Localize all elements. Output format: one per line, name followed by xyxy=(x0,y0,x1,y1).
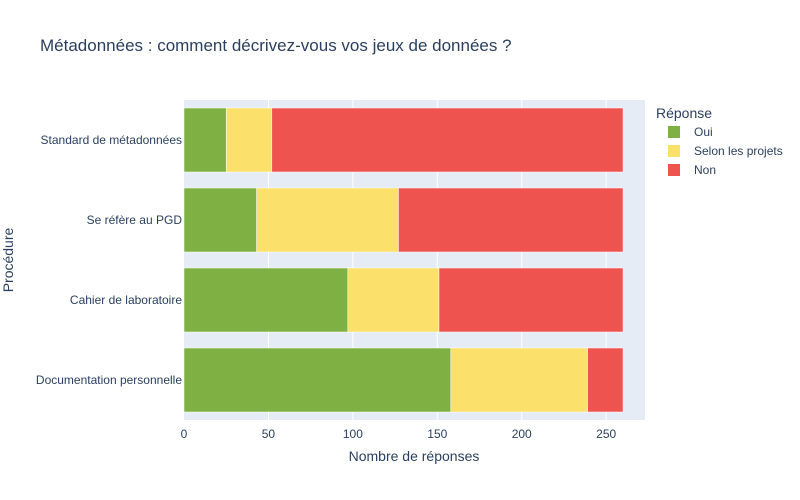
x-tick-label: 100 xyxy=(343,427,363,441)
legend-swatch xyxy=(668,164,680,176)
legend-label: Selon les projets xyxy=(694,144,783,158)
y-tick-label: Se réfère au PGD xyxy=(87,213,183,227)
x-tick-labels: 0 50 100 150 200 250 xyxy=(181,427,617,441)
y-axis-title: Procédure xyxy=(0,227,16,292)
bar-2-3 xyxy=(347,267,440,333)
y-tick-label: Cahier de laboratoire xyxy=(70,293,182,307)
legend-swatch xyxy=(668,145,680,157)
bar-3-1 xyxy=(271,107,624,173)
bar-1-2 xyxy=(183,187,257,253)
bar-1-3 xyxy=(183,267,349,333)
chart-title: Métadonnées : comment décrivez-vous vos … xyxy=(40,36,512,55)
bars xyxy=(183,107,624,413)
legend-label: Oui xyxy=(694,125,713,139)
bar-1-1 xyxy=(183,107,227,173)
legend-swatch xyxy=(668,126,680,138)
y-tick-label: Documentation personnelle xyxy=(36,373,182,387)
x-tick-label: 50 xyxy=(262,427,276,441)
bar-3-4 xyxy=(587,347,624,413)
x-tick-label: 200 xyxy=(512,427,532,441)
bar-2-2 xyxy=(256,187,399,253)
y-tick-label: Standard de métadonnées xyxy=(41,133,182,147)
legend-title: Réponse xyxy=(656,105,712,121)
x-axis-title: Nombre de réponses xyxy=(349,448,480,464)
bar-2-4 xyxy=(450,347,588,413)
bar-1-4 xyxy=(183,347,452,413)
legend: Oui Selon les projets Non xyxy=(668,125,783,177)
y-tick-labels: Standard de métadonnées Se réfère au PGD C… xyxy=(36,133,182,387)
bar-3-3 xyxy=(438,267,624,333)
x-tick-label: 150 xyxy=(427,427,447,441)
legend-label: Non xyxy=(694,163,716,177)
x-tick-label: 0 xyxy=(181,427,188,441)
bar-3-2 xyxy=(398,187,624,253)
x-tick-label: 250 xyxy=(596,427,616,441)
bar-2-1 xyxy=(225,107,273,173)
